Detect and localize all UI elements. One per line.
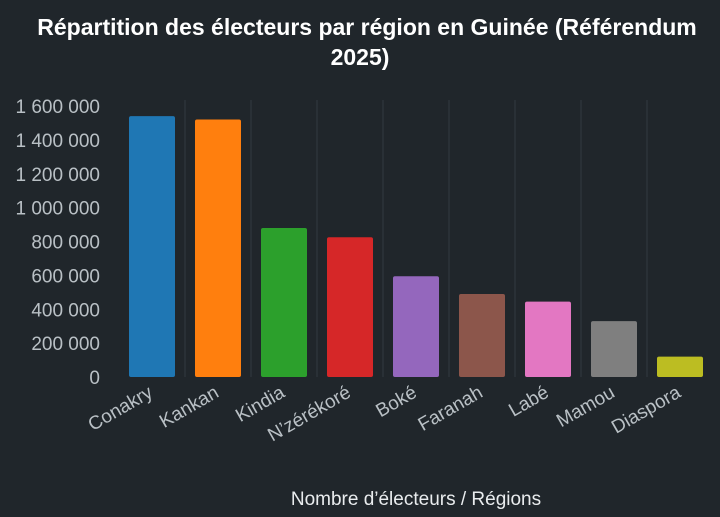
bar-conakry <box>129 116 175 377</box>
x-tick-label: Labé <box>505 382 552 421</box>
bar-bok- <box>393 276 439 377</box>
y-tick-label: 1 200 000 <box>15 165 100 186</box>
y-tick-label: 1 600 000 <box>15 97 100 118</box>
y-tick-label: 200 000 <box>31 334 100 355</box>
x-axis-label: Nombre d’électeurs / Régions <box>291 489 541 510</box>
y-axis-ticks: 0 200 000 400 000 600 000 800 000 1 000 000 1 … <box>15 97 100 389</box>
y-tick-label: 600 000 <box>31 266 100 287</box>
bar-kankan <box>195 119 241 378</box>
bar-diaspora <box>657 356 703 377</box>
y-tick-label: 1 400 000 <box>15 131 100 152</box>
bar-n-z-r-kor- <box>327 237 373 377</box>
bar-lab- <box>525 301 571 377</box>
x-tick-label: Kankan <box>156 382 222 432</box>
bar-kindia <box>261 227 307 377</box>
chart-title-line-2: 2025) <box>331 44 390 70</box>
grid-lines <box>184 100 648 377</box>
x-tick-label: Mamou <box>553 382 618 432</box>
y-tick-label: 1 000 000 <box>15 199 100 220</box>
x-tick-label: Faranah <box>415 382 487 436</box>
x-tick-label: Conakry <box>85 382 157 436</box>
x-tick-label: Diaspora <box>608 382 685 438</box>
bars <box>129 116 703 378</box>
bar-mamou <box>591 321 637 377</box>
chart-title-line-1: Répartition des électeurs par région en … <box>37 14 697 40</box>
bar-faranah <box>459 294 505 377</box>
x-tick-label: Boké <box>372 382 420 422</box>
y-tick-label: 800 000 <box>31 233 100 254</box>
y-tick-label: 0 <box>89 368 100 389</box>
y-tick-label: 400 000 <box>31 300 100 321</box>
